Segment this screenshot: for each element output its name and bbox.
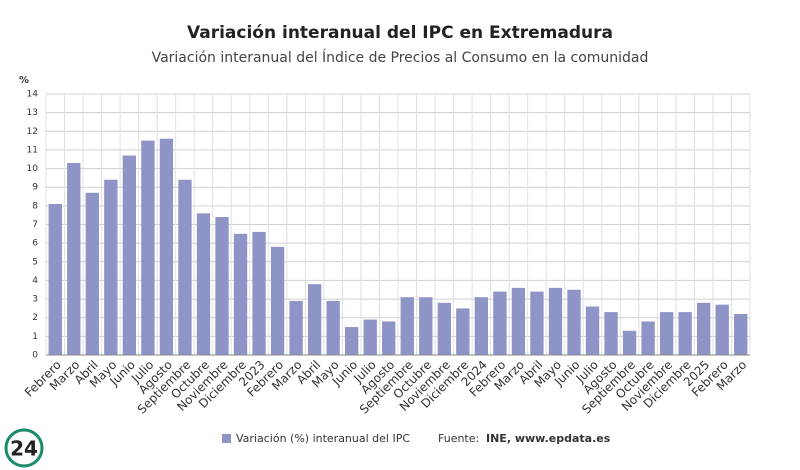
bar <box>104 179 118 355</box>
source-label: Fuente: <box>438 432 479 445</box>
bar <box>437 302 451 355</box>
bar <box>493 291 507 355</box>
bar <box>289 300 303 355</box>
y-tick-label: 2 <box>32 313 38 323</box>
bar <box>548 287 563 355</box>
bar <box>678 312 692 355</box>
bar <box>622 330 637 355</box>
bar <box>697 302 711 355</box>
y-tick-label: 0 <box>32 351 38 361</box>
bar <box>567 289 581 355</box>
y-tick-label: 1 <box>32 332 38 342</box>
y-tick-label: 9 <box>32 183 38 193</box>
y-tick-label: 11 <box>27 145 38 155</box>
y-tick-label: 10 <box>27 164 39 174</box>
legend-swatch <box>222 434 231 443</box>
bar <box>85 192 99 355</box>
bar <box>456 308 470 355</box>
bar <box>363 319 377 355</box>
bar <box>307 284 322 355</box>
bar <box>604 312 618 355</box>
logo-ring <box>4 428 44 468</box>
bar <box>734 313 748 355</box>
bar <box>326 300 340 355</box>
bar <box>659 312 674 355</box>
chart-title: Variación interanual del IPC en Extremad… <box>187 23 613 43</box>
bar <box>122 155 137 355</box>
y-tick-label: 4 <box>32 276 38 286</box>
bar <box>196 213 211 355</box>
y-tick-label: 6 <box>32 239 38 249</box>
bar <box>382 321 396 355</box>
bar <box>252 231 266 355</box>
bar <box>511 287 526 355</box>
y-tick-label: 3 <box>32 295 38 305</box>
bar <box>345 327 359 355</box>
bar <box>48 203 62 355</box>
y-tick-label: 7 <box>32 220 38 230</box>
chart-subtitle: Variación interanual del Índice de Preci… <box>152 49 649 66</box>
logo-text: 24 <box>10 437 38 461</box>
y-tick-label: 5 <box>32 257 38 267</box>
y-axis-label: % <box>19 75 29 86</box>
bar <box>585 306 600 355</box>
bar <box>233 233 248 355</box>
bar <box>141 140 155 355</box>
bar <box>715 304 729 355</box>
bar <box>159 138 174 355</box>
source: INE, www.epdata.es <box>486 432 611 445</box>
bar <box>178 179 192 355</box>
bar <box>67 162 81 355</box>
y-tick-label: 14 <box>27 90 39 100</box>
y-tick-label: 8 <box>32 201 38 211</box>
bar <box>474 297 489 355</box>
logo: 24 <box>4 428 44 468</box>
bar <box>419 297 433 355</box>
bar <box>270 246 285 355</box>
bar <box>530 291 544 355</box>
y-tick-label: 12 <box>27 127 38 137</box>
y-tick-label: 13 <box>27 108 38 118</box>
bar <box>641 321 655 355</box>
bar <box>215 217 229 355</box>
bar <box>400 297 414 355</box>
legend-label: Variación (%) interanual del IPC <box>236 432 410 445</box>
